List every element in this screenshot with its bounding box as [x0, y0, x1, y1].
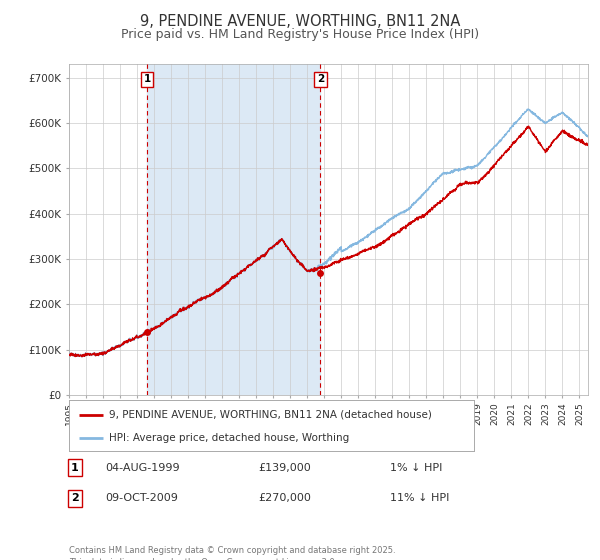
Text: 2: 2: [71, 493, 79, 503]
Bar: [147, 64, 320, 395]
Text: 1: 1: [143, 74, 151, 84]
Text: 2: 2: [317, 74, 324, 84]
Text: Price paid vs. HM Land Registry's House Price Index (HPI): Price paid vs. HM Land Registry's House …: [121, 28, 479, 41]
Text: 9, PENDINE AVENUE, WORTHING, BN11 2NA (detached house): 9, PENDINE AVENUE, WORTHING, BN11 2NA (d…: [109, 409, 433, 419]
Text: £270,000: £270,000: [258, 493, 311, 503]
Text: 1: 1: [71, 463, 79, 473]
Text: 09-OCT-2009: 09-OCT-2009: [105, 493, 178, 503]
Text: 11% ↓ HPI: 11% ↓ HPI: [390, 493, 449, 503]
Text: 04-AUG-1999: 04-AUG-1999: [105, 463, 179, 473]
Text: 1% ↓ HPI: 1% ↓ HPI: [390, 463, 442, 473]
Text: £139,000: £139,000: [258, 463, 311, 473]
Text: 9, PENDINE AVENUE, WORTHING, BN11 2NA: 9, PENDINE AVENUE, WORTHING, BN11 2NA: [140, 14, 460, 29]
Text: HPI: Average price, detached house, Worthing: HPI: Average price, detached house, Wort…: [109, 433, 350, 443]
Text: Contains HM Land Registry data © Crown copyright and database right 2025.
This d: Contains HM Land Registry data © Crown c…: [69, 546, 395, 560]
